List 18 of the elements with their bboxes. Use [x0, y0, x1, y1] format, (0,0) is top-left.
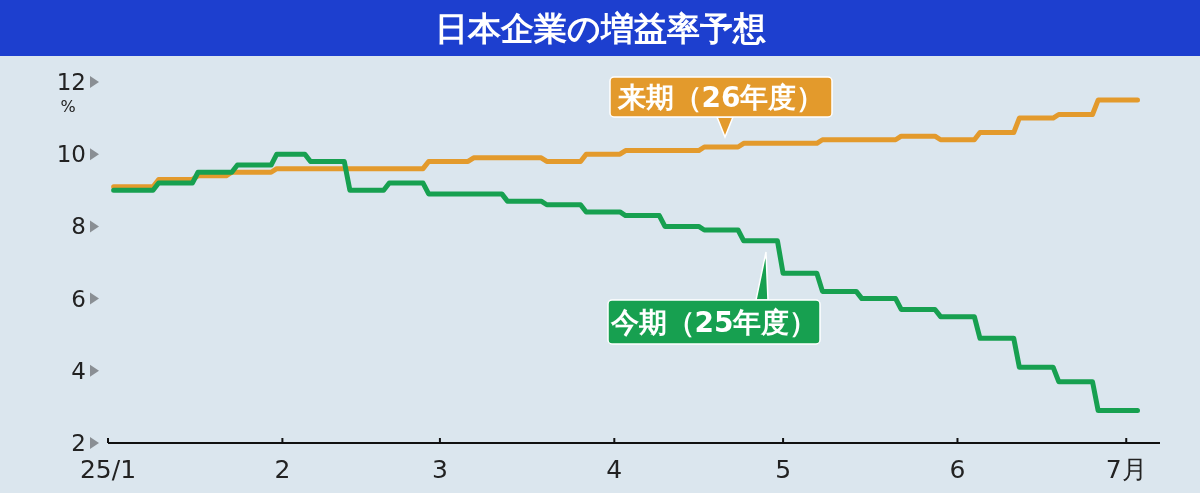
legend-label: 今期（25年度） — [609, 306, 818, 339]
y-tick-label: 8 — [71, 213, 86, 240]
y-tick-label: 2 — [71, 430, 86, 456]
x-tick-label: 25/1 — [79, 455, 137, 484]
y-tick-label: 6 — [71, 285, 86, 312]
x-tick-label: 4 — [606, 455, 623, 484]
y-tick-label: 10 — [56, 141, 86, 168]
y-tick-label: 12 — [56, 69, 86, 95]
x-tick-label: 3 — [431, 455, 448, 484]
y-axis-title: % — [60, 97, 76, 116]
x-tick-label: 2 — [274, 455, 291, 484]
y-tick-label: 4 — [71, 357, 86, 384]
series-label: 来期（26年度） — [616, 81, 825, 114]
x-tick-label: 5 — [775, 455, 792, 484]
chart-title: 日本企業の増益率予想 — [434, 9, 766, 48]
x-tick-label: 6 — [949, 455, 966, 484]
x-tick-label: 7月 — [1105, 455, 1147, 484]
series-name-callout: 来期（26年度） — [609, 76, 833, 139]
